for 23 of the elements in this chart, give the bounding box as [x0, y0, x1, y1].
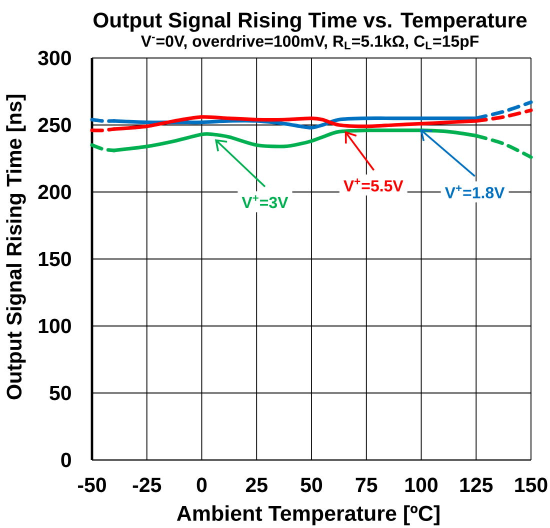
y-tick-label: 250: [38, 118, 71, 132]
y-tick-label: 50: [50, 386, 71, 400]
x-axis-title: Ambient Temperature [ºC]: [176, 505, 440, 526]
text: V$^{+}$=5.5V: [344, 178, 404, 192]
y-axis-title: Output Signal Rising Time [ns]: [6, 94, 26, 400]
x-tick-label: 150: [515, 478, 548, 492]
x-tick-label: -25: [132, 478, 162, 492]
x-tick-label: 100: [405, 478, 438, 492]
y-tick-label: 200: [38, 184, 71, 200]
chart-subtitle: V$^{-}$=0V, overdrive=100mV, R$_{L}$=5.1kΩ, C$_{L}$=15pF: [140, 35, 479, 50]
x-tick-label: -50: [78, 478, 106, 492]
x-tick-label: 75: [356, 478, 378, 492]
y-tick-label: 300: [38, 50, 71, 66]
x-tick-label: 0: [196, 478, 207, 492]
text: V$^{+}$=3V: [242, 195, 288, 208]
y-tick-label: 150: [38, 252, 71, 266]
y-tick-label: 0: [61, 452, 71, 468]
y-tick-label: 100: [38, 318, 71, 334]
text: V$^{+}$=1.8V: [444, 185, 505, 198]
chart-title: Output Signal Rising Time vs. Temperature: [94, 12, 527, 32]
x-tick-label: 125: [460, 478, 493, 492]
x-tick-label: 25: [246, 478, 268, 492]
x-tick-label: 50: [300, 478, 322, 492]
